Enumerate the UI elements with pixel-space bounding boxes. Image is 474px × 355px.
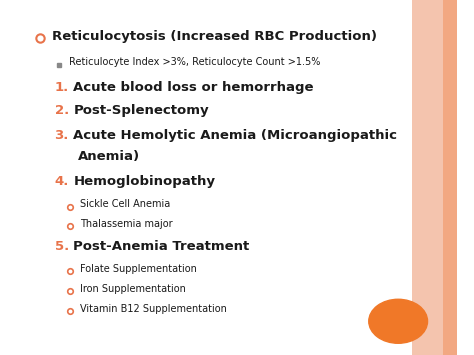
Text: Anemia): Anemia): [78, 150, 140, 163]
Text: 4.: 4.: [55, 175, 69, 188]
Text: Vitamin B12 Supplementation: Vitamin B12 Supplementation: [80, 304, 227, 314]
Bar: [412, 0, 443, 355]
Text: Acute blood loss or hemorrhage: Acute blood loss or hemorrhage: [73, 81, 314, 94]
Text: 3.: 3.: [55, 129, 69, 142]
Bar: [443, 0, 457, 355]
Text: Reticulocyte Index >3%, Reticulocyte Count >1.5%: Reticulocyte Index >3%, Reticulocyte Cou…: [69, 58, 320, 67]
Text: Thalassemia major: Thalassemia major: [80, 219, 172, 229]
Text: Acute Hemolytic Anemia (Microangiopathic: Acute Hemolytic Anemia (Microangiopathic: [73, 129, 398, 142]
Text: 1.: 1.: [55, 81, 69, 94]
Text: Reticulocytosis (Increased RBC Production): Reticulocytosis (Increased RBC Productio…: [52, 29, 377, 43]
Text: Sickle Cell Anemia: Sickle Cell Anemia: [80, 200, 170, 209]
Text: Hemoglobinopathy: Hemoglobinopathy: [73, 175, 216, 188]
Text: 2.: 2.: [55, 104, 69, 117]
Text: Post-Anemia Treatment: Post-Anemia Treatment: [73, 240, 250, 253]
Text: Iron Supplementation: Iron Supplementation: [80, 284, 185, 294]
Text: 5.: 5.: [55, 240, 69, 253]
Text: Folate Supplementation: Folate Supplementation: [80, 264, 197, 274]
Circle shape: [369, 299, 428, 343]
Text: Post-Splenectomy: Post-Splenectomy: [73, 104, 209, 117]
